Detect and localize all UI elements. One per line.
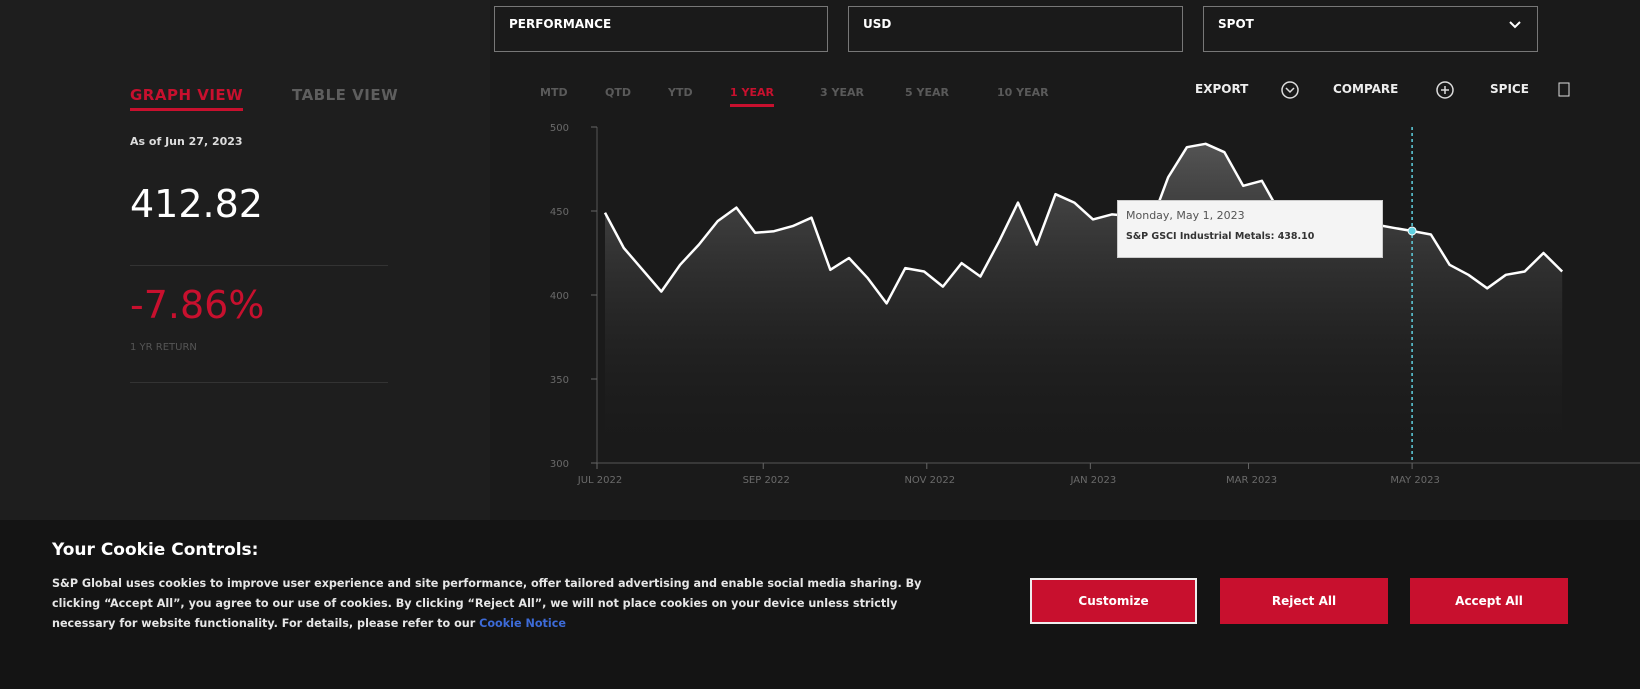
line xyxy=(603,142,1564,305)
period-tab[interactable]: 5 YEAR xyxy=(905,86,949,99)
cookie-body: S&P Global uses cookies to improve user … xyxy=(52,577,922,630)
accept-button[interactable]: Accept All xyxy=(1410,578,1568,624)
y-tick-label: 300 xyxy=(550,459,569,470)
table-view-tab[interactable]: TABLE VIEW xyxy=(292,86,399,104)
x-tick-label: SEP 2022 xyxy=(743,475,790,486)
period-tab[interactable]: 3 YEAR xyxy=(820,86,864,99)
tooltip-text: S&P GSCI Industrial Metals: 438.10 xyxy=(1126,231,1315,242)
spice-icon xyxy=(1558,82,1570,97)
reject-button[interactable]: Reject All xyxy=(1220,578,1388,624)
chevron-icon xyxy=(1509,21,1521,29)
dropdown[interactable]: SPOT xyxy=(1203,6,1538,52)
x-tick-label: JAN 2023 xyxy=(1069,475,1116,486)
compare-icon xyxy=(1436,81,1454,99)
period-tab[interactable]: QTD xyxy=(605,86,631,99)
divider xyxy=(130,265,388,266)
period-tab[interactable]: 1 YEAR xyxy=(730,86,774,107)
divider xyxy=(130,382,388,383)
return-label: 1 YR RETURN xyxy=(130,342,197,353)
left-panel: GRAPH VIEW TABLE VIEW As of Jun 27, 2023… xyxy=(0,0,490,520)
hover-point xyxy=(1407,226,1417,236)
y-tick-label: 500 xyxy=(550,123,569,134)
x-tick-label: MAY 2023 xyxy=(1390,475,1439,486)
x-tick-label: MAR 2023 xyxy=(1226,475,1277,486)
cookie-banner: Your Cookie Controls: S&P Global uses co… xyxy=(0,520,1640,689)
dropdown[interactable]: PERFORMANCE xyxy=(494,6,828,52)
dropdown[interactable]: USD xyxy=(848,6,1183,52)
tooltip: Monday, May 1, 2023 S&P GSCI Industrial … xyxy=(1117,200,1383,258)
tooltip-title: Monday, May 1, 2023 xyxy=(1126,209,1245,222)
graph-view-tab[interactable]: GRAPH VIEW xyxy=(130,86,244,111)
period-tab[interactable]: YTD xyxy=(668,86,693,99)
y-tick-label: 400 xyxy=(550,291,569,302)
x-tick-label: NOV 2022 xyxy=(904,475,955,486)
index-level: 412.82 xyxy=(130,182,263,226)
export-icon xyxy=(1281,81,1299,99)
cookie-text: S&P Global uses cookies to improve user … xyxy=(52,574,932,634)
compare-button[interactable]: COMPARE xyxy=(1333,82,1399,96)
cookie-title: Your Cookie Controls: xyxy=(52,540,259,560)
return-value: -7.86% xyxy=(130,283,265,327)
area xyxy=(605,143,1563,464)
y-tick-label: 450 xyxy=(550,207,569,218)
x-tick-label: JUL 2022 xyxy=(577,475,622,486)
cookie-link[interactable]: Cookie Notice xyxy=(479,617,566,630)
period-tab[interactable]: 10 YEAR xyxy=(997,86,1049,99)
export-button[interactable]: EXPORT xyxy=(1195,82,1249,96)
customize-button[interactable]: Customize xyxy=(1030,578,1197,624)
period-tab[interactable]: MTD xyxy=(540,86,568,99)
y-tick-label: 350 xyxy=(550,375,569,386)
as-of-date: As of Jun 27, 2023 xyxy=(130,135,243,148)
chart: 300 350 400 450 500 JUL 2022 SEP 2022 NOV 2022 J… xyxy=(550,123,1640,486)
spice-button[interactable]: SPICE xyxy=(1490,82,1529,96)
